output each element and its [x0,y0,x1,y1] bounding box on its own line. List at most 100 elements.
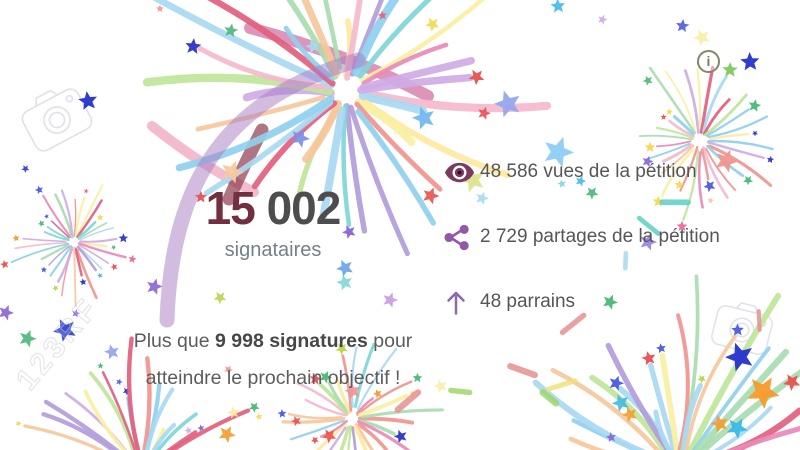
goal-message: Plus que 9 998 signatures pour atteindre… [112,323,434,397]
camera-watermark-icon [21,88,93,152]
star-decoration [79,278,87,286]
star-decoration [644,141,656,152]
star-decoration [0,260,9,269]
firework-burst [0,184,137,318]
star-decoration [311,436,319,445]
star-decoration [97,362,104,369]
star-decoration [468,69,485,86]
star-decoration [605,432,616,442]
star-decoration [291,128,310,148]
signature-count-static-digits: 002 [254,182,342,234]
star-decoration [78,91,97,110]
star-decoration [44,214,49,219]
goal-message-prefix: Plus que [133,330,215,352]
star-decoration [423,187,440,205]
stat-row-sponsors: 48 parrains [444,286,720,318]
star-decoration [110,263,118,271]
star-decoration [0,305,14,321]
camera-watermark-icon [711,302,773,356]
star-decoration [53,319,76,342]
star-decoration [34,185,43,195]
star-decoration [666,108,673,116]
star-decoration [184,426,192,435]
star-decoration [722,62,738,77]
star-decoration [222,160,244,184]
star-decoration [21,165,30,173]
signature-count: 15 002 [158,185,388,231]
star-decoration [290,416,301,427]
star-decoration [19,330,37,348]
star-decoration [609,375,625,391]
star-decoration [336,274,352,291]
stat-views-text: 48 586 vues de la pétition [480,161,697,182]
stat-row-shares: 2 729 partages de la pétition [444,221,720,253]
star-decoration [224,23,239,38]
star-decoration [72,309,81,318]
stock-watermark-text: 123RF [10,291,106,397]
signature-count-changed-digits: 15 [205,182,256,234]
star-decoration [425,17,440,32]
star-decoration [783,374,800,391]
star-decoration [747,377,780,409]
star-decoration [748,99,762,112]
star-decoration [227,406,239,419]
star-decoration [322,429,337,444]
eye-icon [444,160,480,185]
star-decoration [128,254,137,263]
star-decoration [725,342,753,372]
star-decoration [40,266,48,273]
star-decoration [96,213,104,221]
star-decoration [15,420,22,427]
share-icon [444,224,480,251]
star-decoration [393,429,407,444]
star-decoration [213,292,227,305]
star-decoration [641,351,656,366]
star-decoration [12,234,20,242]
star-decoration [752,130,758,137]
star-decoration [550,0,565,13]
star-decoration [697,375,706,384]
star-decoration [377,10,387,20]
star-decoration [693,29,710,46]
stat-shares-text: 2 729 partages de la pétition [480,226,720,247]
signature-counter: 15 002 signataires [158,185,388,262]
star-decoration [197,424,205,432]
star-decoration [52,285,59,292]
star-decoration [740,52,760,71]
star-decoration [156,4,164,12]
star-decoration [726,418,748,439]
stat-sponsors-text: 48 parrains [480,291,576,312]
star-decoration [255,412,263,421]
star-decoration [433,379,447,393]
star-decoration [38,220,45,227]
star-decoration [731,323,744,336]
star-decoration [305,39,320,54]
star-decoration [83,188,89,194]
star-decoration [743,176,753,186]
star-decoration [598,14,608,25]
star-decoration [642,75,653,86]
star-decoration [277,409,287,418]
up-arrow-icon [444,289,480,316]
star-decoration [710,415,728,433]
star-decoration [111,245,117,251]
star-decoration [118,233,129,243]
star-decoration [249,402,260,413]
star-decoration [478,106,491,120]
star-decoration [766,155,775,164]
star-decoration [185,38,202,54]
star-decoration [336,259,353,277]
star-decoration [660,113,667,120]
star-decoration [218,426,236,443]
stat-row-views: 48 586 vues de la pétition [444,156,720,188]
star-decoration [147,278,163,295]
star-decoration [412,106,434,130]
goal-message-highlight: 9 998 signatures [215,330,368,352]
star-decoration [383,292,398,308]
star-decoration [494,90,520,118]
info-icon[interactable]: i [697,50,720,73]
star-decoration [97,272,103,279]
star-decoration [611,394,629,412]
star-decoration [622,407,637,423]
